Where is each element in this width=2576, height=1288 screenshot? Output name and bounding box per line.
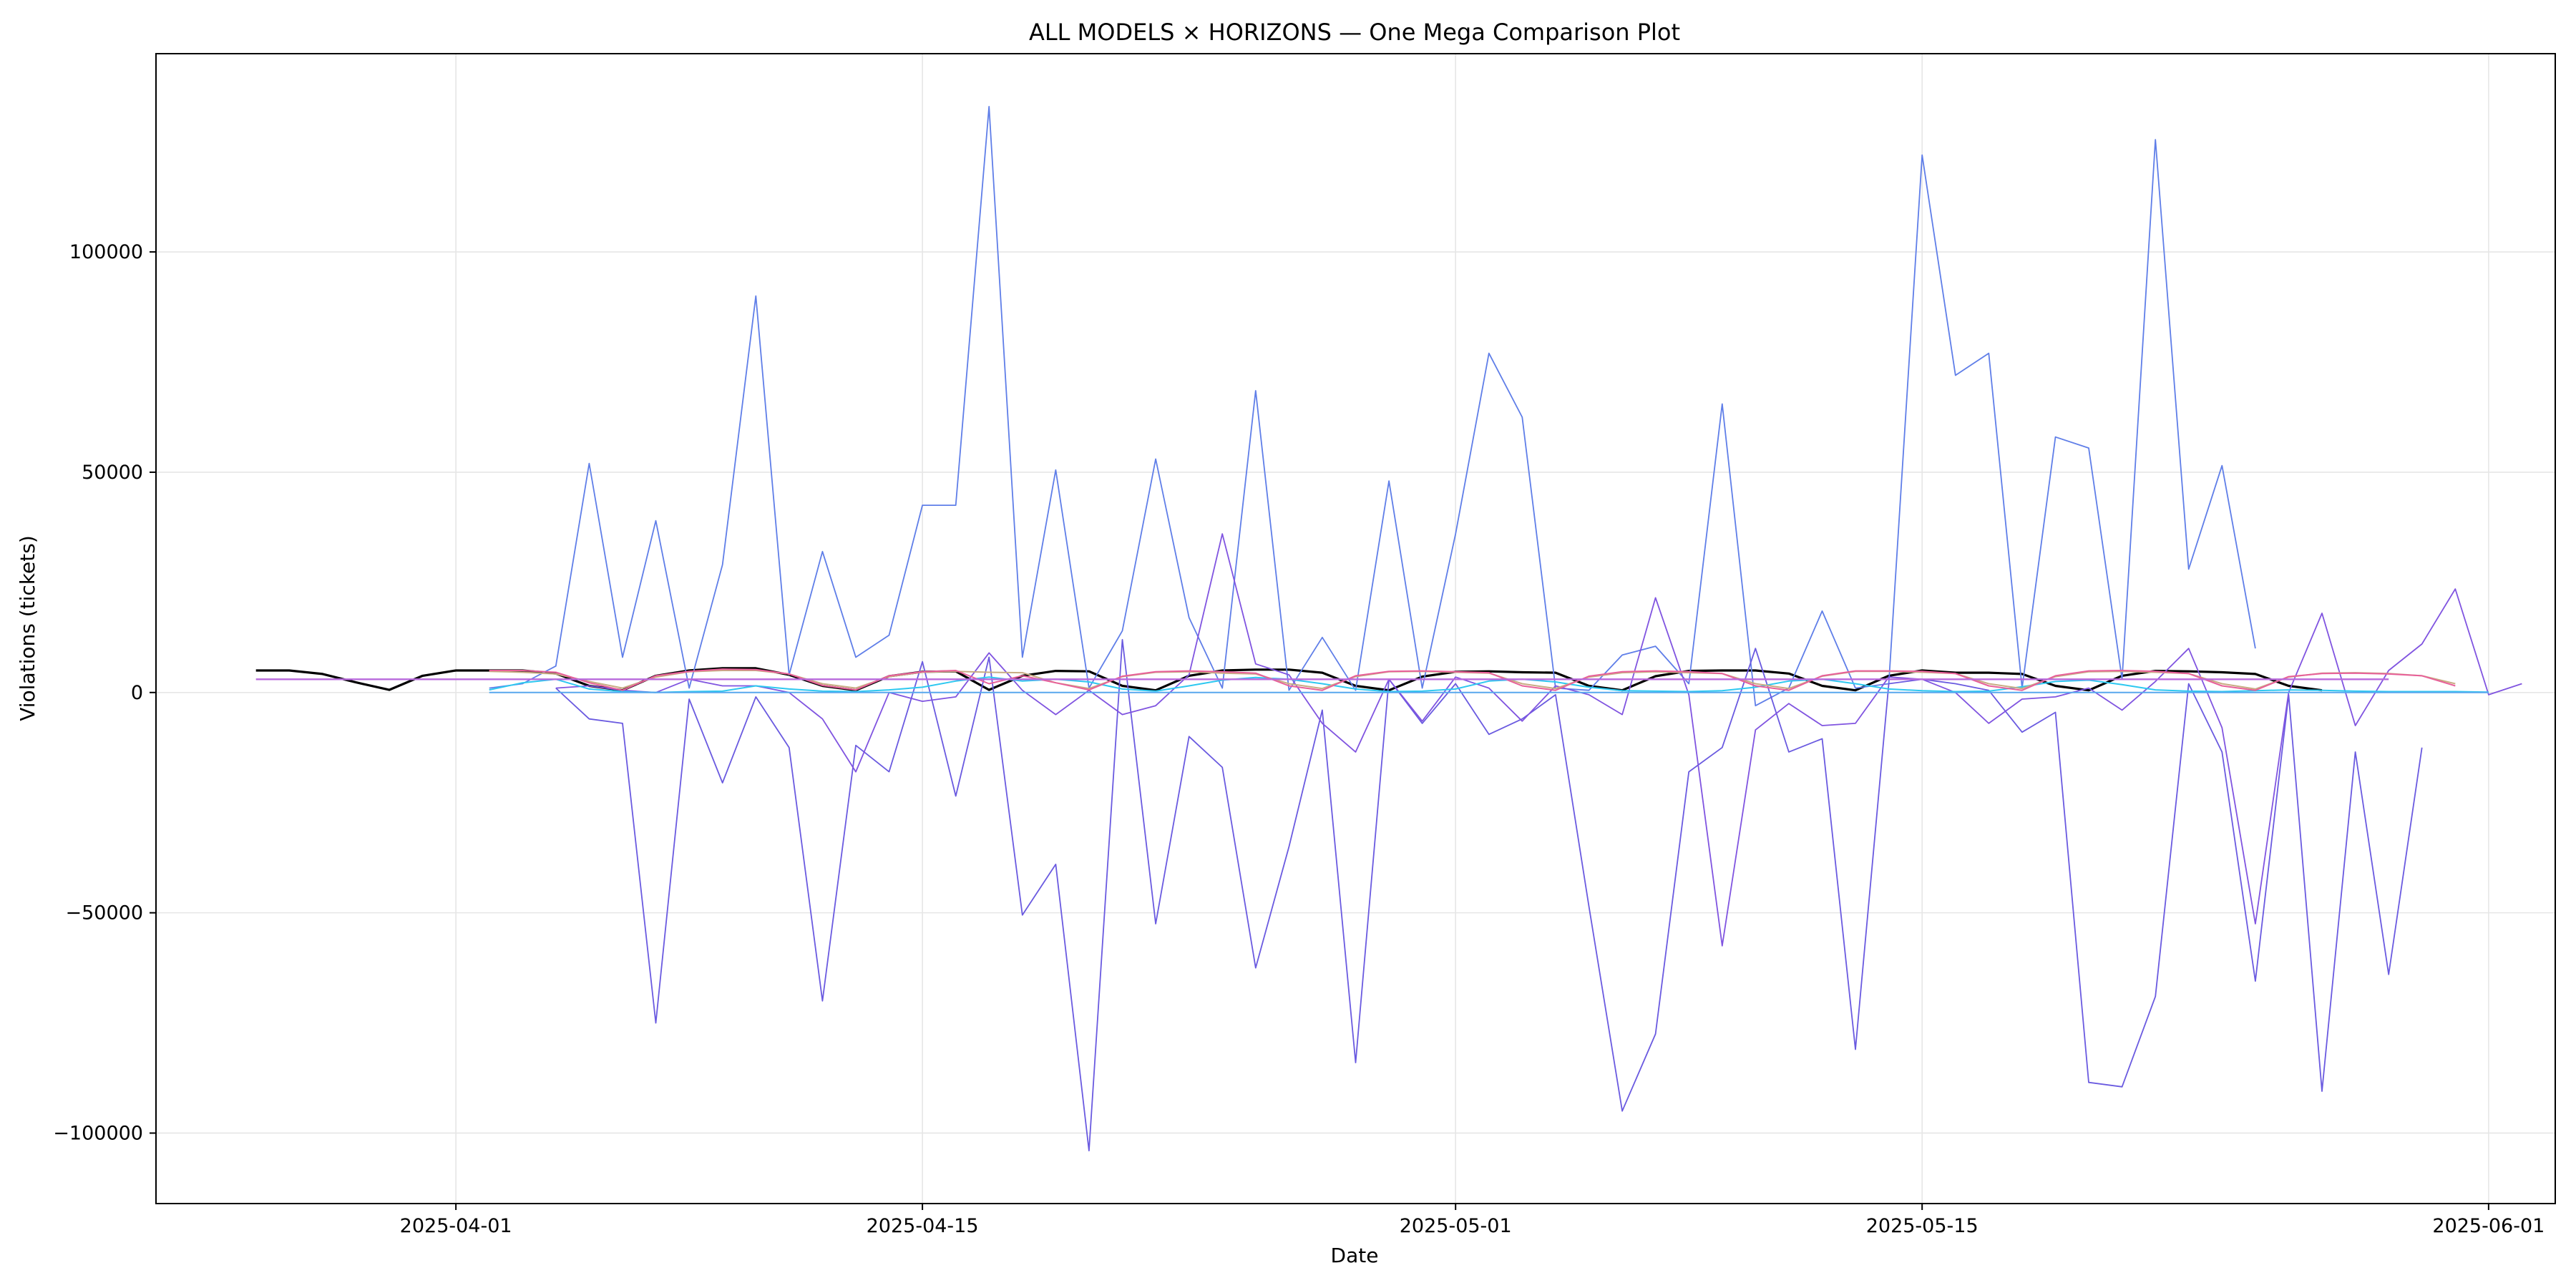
series-lines (255, 105, 2522, 1151)
x-axis: 2025-04-01 2025-04-15 2025-05-01 2025-05-15… (400, 1204, 2545, 1237)
y-axis: −100000 −50000 0 50000 100000 (53, 241, 156, 1144)
series-line-4 (555, 533, 2522, 947)
plot-area (255, 105, 2522, 1151)
x-tick-label: 2025-05-15 (1866, 1215, 1979, 1237)
plot-frame (155, 53, 2556, 1204)
y-tick-label: −50000 (65, 902, 143, 924)
chart-title: ALL MODELS × HORIZONS — One Mega Compari… (1029, 19, 1680, 46)
series-line-3 (555, 639, 2423, 1151)
x-axis-label: Date (1331, 1244, 1379, 1267)
x-tick-label: 2025-04-15 (867, 1215, 979, 1237)
series-line-2 (489, 105, 2256, 707)
x-tick-label: 2025-04-01 (400, 1215, 512, 1237)
grid (156, 54, 2555, 1204)
series-line-7 (489, 668, 2456, 691)
series-line-5 (489, 676, 2489, 693)
y-tick-label: 50000 (82, 462, 143, 484)
y-tick-label: −100000 (53, 1122, 143, 1144)
x-tick-label: 2025-05-01 (1400, 1215, 1512, 1237)
x-tick-label: 2025-06-01 (2432, 1215, 2545, 1237)
y-tick-label: 100000 (69, 241, 143, 263)
y-tick-label: 0 (131, 682, 143, 704)
y-axis-label: Violations (tickets) (16, 535, 39, 721)
